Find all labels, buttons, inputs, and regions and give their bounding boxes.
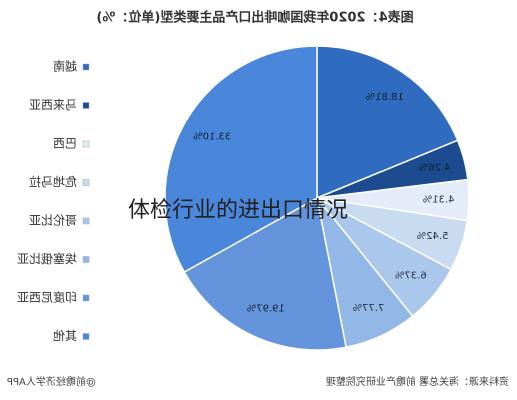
pie-slice — [183, 196, 347, 351]
legend-marker — [82, 333, 90, 340]
data-label: 7.77% — [353, 303, 385, 314]
brand: @前瞻经济学人APP — [7, 375, 96, 388]
pie-slice — [164, 45, 318, 274]
legend-marker — [82, 256, 90, 263]
legend-label: 马来西亚 — [29, 98, 77, 112]
source: 资料来源：海关总署 前瞻产业研究院整理 — [326, 375, 509, 388]
legend-label: 越南 — [53, 59, 77, 74]
legend-label: 印度尼西亚 — [17, 290, 77, 305]
data-label: 4.31% — [423, 195, 455, 206]
chart-title: 图表4：2020年我国咖啡出口产品主要类型(单位：%) — [96, 10, 413, 26]
legend-label: 埃塞俄比亚 — [17, 251, 77, 266]
pie-slice — [316, 45, 459, 200]
data-label: 18.81% — [366, 92, 404, 103]
legend-marker — [82, 63, 90, 71]
legend-marker — [82, 179, 90, 186]
legend-marker — [82, 217, 90, 225]
legend-label: 巴西 — [53, 137, 77, 151]
legend-marker — [82, 294, 90, 302]
data-label: 33.10% — [193, 131, 231, 142]
legend-marker — [82, 102, 90, 109]
legend-marker — [82, 140, 90, 148]
legend-label: 其他 — [53, 329, 77, 343]
data-label: 6.37% — [395, 270, 427, 281]
caption: 体检行业的进出口情况 — [128, 198, 349, 223]
data-label: 5.42% — [417, 231, 449, 242]
legend-label: 危地马拉 — [29, 174, 77, 189]
data-label: 4.26% — [419, 162, 451, 173]
legend-label: 哥伦比亚 — [29, 213, 77, 228]
data-label: 19.97% — [247, 303, 285, 314]
